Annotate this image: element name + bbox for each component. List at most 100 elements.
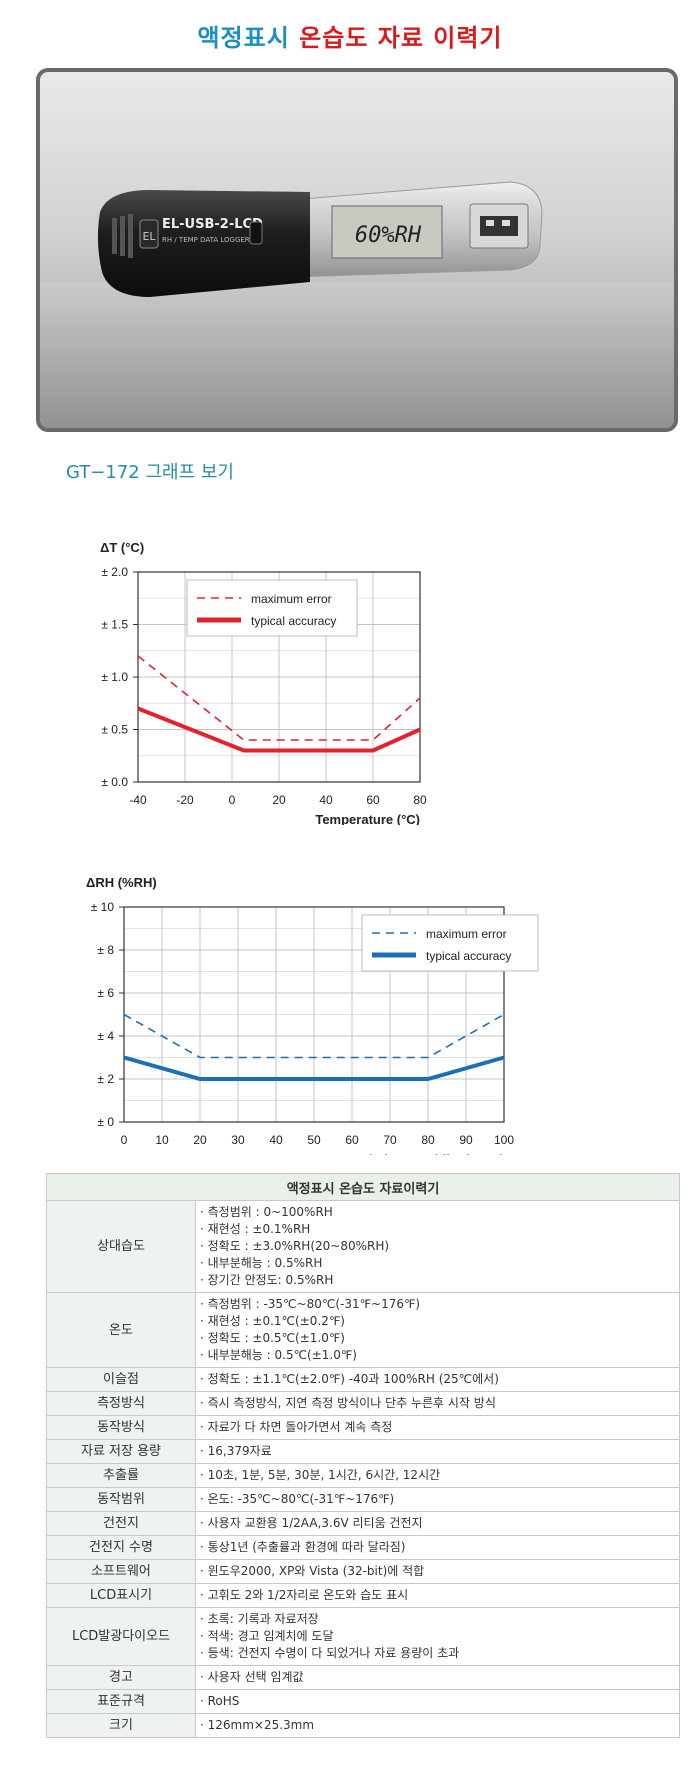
spec-row: 온도 · 측정범위 : -35℃~80℃(-31℉~176℉) · 재현성 : ±0… bbox=[46, 1292, 680, 1368]
spec-value: · 정확도 : ±1.1℃(±2.0℉) -40과 100%RH (25℃에서) bbox=[195, 1367, 680, 1392]
temperature-accuracy-chart: -40 -20 0 20 40 60 80 ± 0.0 ± 0.5 ± 1.0 ± 1.5 ± 2.0… bbox=[100, 540, 427, 825]
plot-frame bbox=[137, 571, 421, 783]
x-tick-label: 10 bbox=[155, 1133, 169, 1147]
spec-value-line: · 자료가 다 차면 돌아가면서 계속 측정 bbox=[200, 1420, 393, 1434]
spec-row: 측정방식 · 즉시 측정방식, 지연 측정 방식이나 단추 누른후 시작 방식 bbox=[46, 1391, 680, 1416]
y-tick-label: ± 0.5 bbox=[101, 723, 128, 737]
spec-value-line: · 장기간 안정도: 0.5%RH bbox=[200, 1273, 334, 1287]
spec-row: 크기 · 126mm×25.3mm bbox=[46, 1713, 680, 1738]
spec-value: · 사용자 교환용 1/2AA,3.6V 리티움 건전지 bbox=[195, 1511, 680, 1536]
x-tick-label: 80 bbox=[413, 793, 427, 807]
legend-box bbox=[186, 579, 358, 637]
legend-entry: typical accuracy bbox=[251, 614, 336, 628]
spec-row: LCD발광다이오드 · 초록: 기록과 자료저장 · 적색: 경고 임계치에 도달 ·… bbox=[46, 1607, 680, 1666]
spec-label: 표준규격 bbox=[46, 1689, 196, 1714]
x-tick-label: 0 bbox=[121, 1133, 128, 1147]
spec-value: · 즉시 측정방식, 지연 측정 방식이나 단추 누른후 시작 방식 bbox=[195, 1391, 680, 1416]
device-sublabel: RH / TEMP DATA LOGGER bbox=[162, 236, 250, 244]
y-tick-label: ± 1.5 bbox=[101, 618, 128, 632]
x-axis-title: Relative Humidity (%RH) bbox=[352, 1152, 504, 1155]
spec-label: 추출률 bbox=[46, 1463, 196, 1488]
spec-value-line: · 10초, 1분, 5분, 30분, 1시간, 6시간, 12시간 bbox=[200, 1468, 441, 1482]
spec-value: · 초록: 기록과 자료저장 · 적색: 경고 임계치에 도달 · 등색: 건전지 … bbox=[195, 1607, 680, 1666]
spec-value: · 윈도우2000, XP와 Vista (32-bit)에 적합 bbox=[195, 1559, 680, 1584]
spec-value-line: · 내부분해능 : 0.5℃(±1.0℉) bbox=[200, 1348, 357, 1362]
spec-value: · 통상1년 (추출률과 환경에 따라 달라짐) bbox=[195, 1535, 680, 1560]
x-tick-label: 90 bbox=[459, 1133, 473, 1147]
x-tick-label: -40 bbox=[129, 793, 147, 807]
spec-table: 액정표시 온습도 자료이력기 상대습도 · 측정범위 : 0~100%RH · 재현… bbox=[46, 1173, 680, 1738]
series-line-typical-accuracy bbox=[123, 1055, 505, 1081]
spec-value-line: · 윈도우2000, XP와 Vista (32-bit)에 적합 bbox=[200, 1564, 425, 1578]
device-label: EL-USB-2-LCD bbox=[162, 217, 263, 232]
spec-label: 측정방식 bbox=[46, 1391, 196, 1416]
x-tick-label: 40 bbox=[269, 1133, 283, 1147]
x-tick-label: 80 bbox=[421, 1133, 435, 1147]
spec-label: LCD발광다이오드 bbox=[46, 1607, 196, 1666]
spec-value-line: · RoHS bbox=[200, 1694, 240, 1708]
series-line-maximum-error bbox=[123, 1013, 505, 1059]
x-tick-label: 70 bbox=[383, 1133, 397, 1147]
spec-value: · 사용자 선택 임계값 bbox=[195, 1665, 680, 1690]
x-tick-label: 30 bbox=[231, 1133, 245, 1147]
spec-value-line: · 초록: 기록과 자료저장 bbox=[200, 1612, 319, 1626]
spec-value-line: · 사용자 선택 임계값 bbox=[200, 1670, 304, 1684]
spec-row: 자료 저장 용량 · 16,379자료 bbox=[46, 1439, 680, 1464]
spec-value-line: · 적색: 경고 임계치에 도달 bbox=[200, 1629, 334, 1643]
spec-label: 자료 저장 용량 bbox=[46, 1439, 196, 1464]
spec-value-line: · 측정범위 : -35℃~80℃(-31℉~176℉) bbox=[200, 1297, 421, 1311]
y-tick-label: ± 0 bbox=[97, 1115, 114, 1129]
data-logger-illustration: EL EL-USB-2-LCD RH / TEMP DATA LOGGER 60… bbox=[40, 181, 674, 428]
spec-value-line: · 통상1년 (추출률과 환경에 따라 달라짐) bbox=[200, 1540, 406, 1554]
x-axis-title: Temperature (°C) bbox=[315, 812, 420, 825]
x-tick-label: 0 bbox=[229, 793, 236, 807]
lcd-display-text: 60%RH bbox=[355, 223, 422, 248]
spec-label: 이슬점 bbox=[46, 1367, 196, 1392]
spec-label: LCD표시기 bbox=[46, 1583, 196, 1608]
spec-label: 상대습도 bbox=[46, 1200, 196, 1293]
spec-row: 추출률 · 10초, 1분, 5분, 30분, 1시간, 6시간, 12시간 bbox=[46, 1463, 680, 1488]
plot-frame bbox=[123, 906, 505, 1123]
spec-value-line: · 126mm×25.3mm bbox=[200, 1718, 315, 1732]
spec-value-line: · 내부분해능 : 0.5%RH bbox=[200, 1256, 323, 1270]
spec-row: 건전지 수명 · 통상1년 (추출률과 환경에 따라 달라짐) bbox=[46, 1535, 680, 1560]
spec-value-line: · 즉시 측정방식, 지연 측정 방식이나 단추 누른후 시작 방식 bbox=[200, 1396, 496, 1410]
humidity-accuracy-chart: 0 10 20 30 40 50 60 70 80 90 100 ± 0 ± 2 ± 4 ± 6 ± 8 ± 1… bbox=[86, 875, 539, 1155]
legend-entry: maximum error bbox=[426, 927, 507, 941]
graph-section-title: GT−172 그래프 보기 bbox=[66, 462, 234, 483]
spec-row: 동작범위 · 온도: -35℃~80℃(-31℉~176℉) bbox=[46, 1487, 680, 1512]
spec-row: 표준규격 · RoHS bbox=[46, 1689, 680, 1714]
legend-box bbox=[361, 914, 539, 972]
y-tick-label: ± 4 bbox=[97, 1029, 114, 1043]
spec-value-line: · 정확도 : ±3.0%RH(20~80%RH) bbox=[200, 1239, 390, 1253]
spec-value: · 10초, 1분, 5분, 30분, 1시간, 6시간, 12시간 bbox=[195, 1463, 680, 1488]
spec-label: 동작방식 bbox=[46, 1415, 196, 1440]
spec-row: 건전지 · 사용자 교환용 1/2AA,3.6V 리티움 건전지 bbox=[46, 1511, 680, 1536]
page-title-part2: 온습도 자료 이력기 bbox=[299, 24, 503, 52]
x-tick-label: 20 bbox=[193, 1133, 207, 1147]
spec-value: · 측정범위 : -35℃~80℃(-31℉~176℉) · 재현성 : ±0.1… bbox=[195, 1292, 680, 1368]
x-tick-label: 50 bbox=[307, 1133, 321, 1147]
x-tick-label: 60 bbox=[366, 793, 380, 807]
y-tick-label: ± 2 bbox=[97, 1072, 114, 1086]
x-tick-label: 100 bbox=[494, 1133, 514, 1147]
spec-row: 경고 · 사용자 선택 임계값 bbox=[46, 1665, 680, 1690]
x-tick-label: -20 bbox=[176, 793, 194, 807]
x-tick-label: 40 bbox=[319, 793, 333, 807]
spec-label: 소프트웨어 bbox=[46, 1559, 196, 1584]
spec-label: 건전지 수명 bbox=[46, 1535, 196, 1560]
y-tick-label: ± 2.0 bbox=[101, 565, 128, 579]
spec-value-line: · 고휘도 2와 1/2자리로 온도와 습도 표시 bbox=[200, 1588, 409, 1602]
page-title: 액정표시 온습도 자료 이력기 bbox=[0, 18, 700, 53]
y-axis-title: ΔRH (%RH) bbox=[86, 875, 157, 890]
brand-logo: EL bbox=[142, 230, 156, 243]
y-tick-label: ± 1.0 bbox=[101, 670, 128, 684]
spec-value-line: · 정확도 : ±1.1℃(±2.0℉) -40과 100%RH (25℃에서) bbox=[200, 1372, 499, 1386]
spec-label: 크기 bbox=[46, 1713, 196, 1738]
spec-value-line: · 정확도 : ±0.5℃(±1.0℉) bbox=[200, 1331, 345, 1345]
spec-value: · 16,379자료 bbox=[195, 1439, 680, 1464]
y-axis-title: ΔT (°C) bbox=[100, 540, 144, 555]
spec-row: 이슬점 · 정확도 : ±1.1℃(±2.0℉) -40과 100%RH (25℃… bbox=[46, 1367, 680, 1392]
y-tick-label: ± 10 bbox=[91, 900, 115, 914]
spec-value-line: · 측정범위 : 0~100%RH bbox=[200, 1205, 333, 1219]
